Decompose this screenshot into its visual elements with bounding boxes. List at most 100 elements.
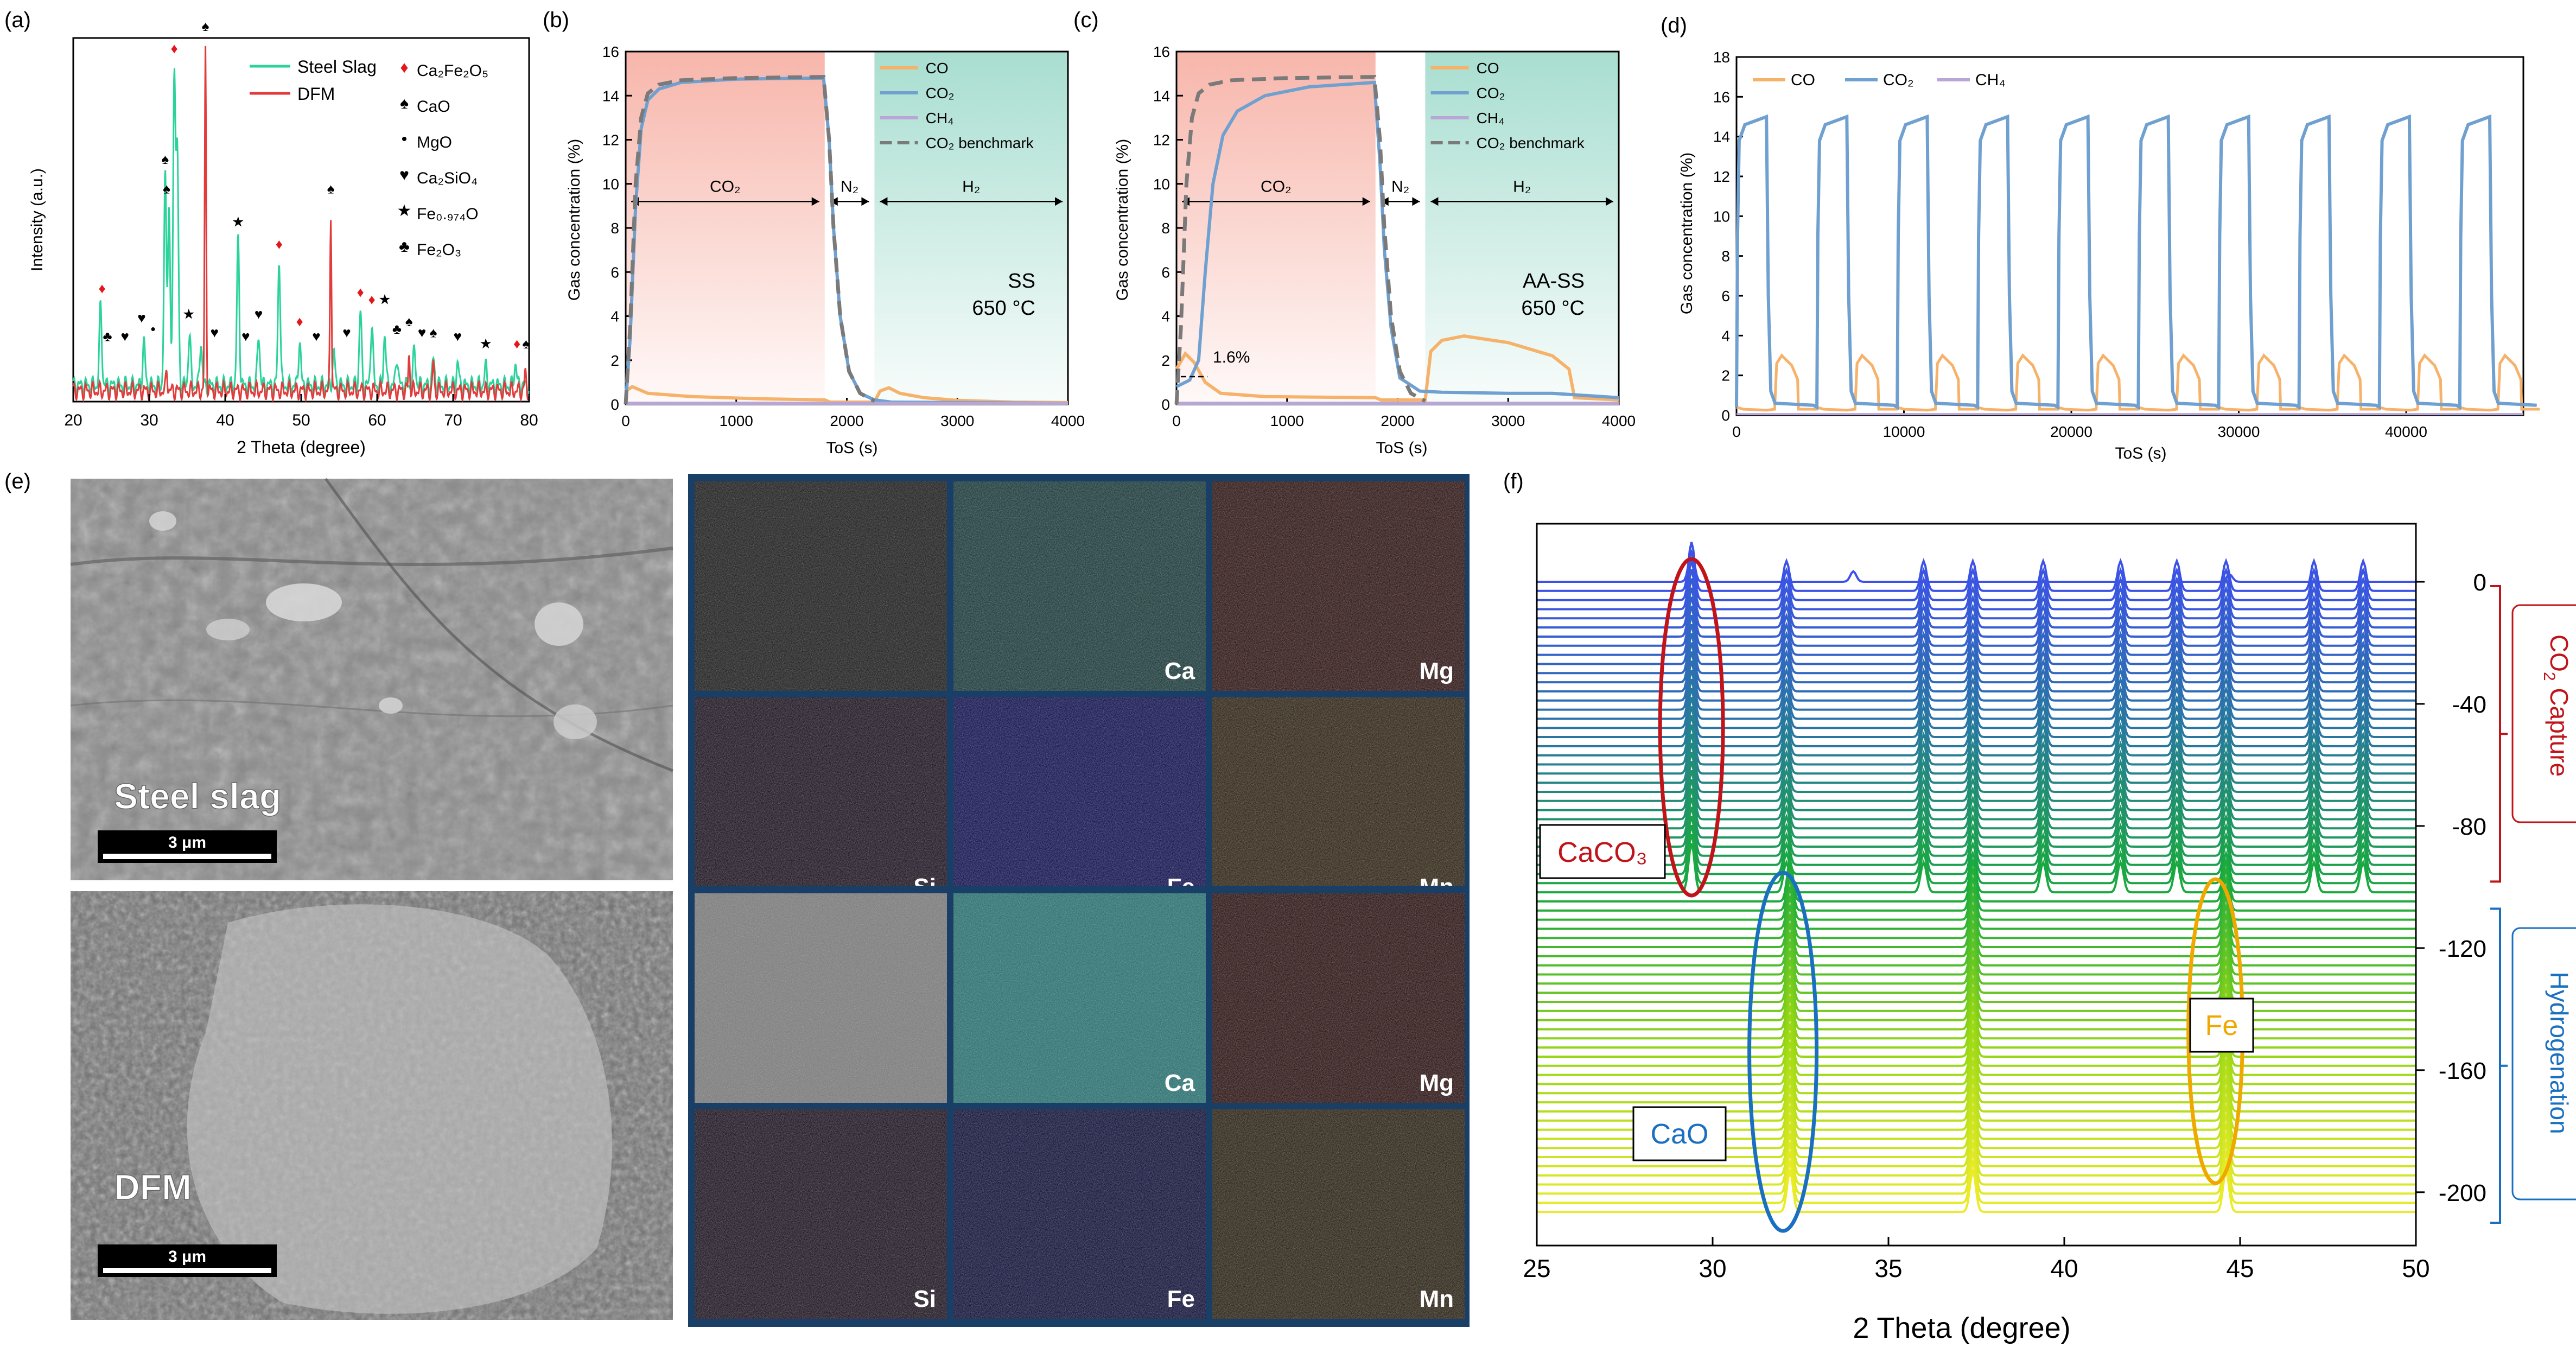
xrd-trace <box>1537 1002 2416 1049</box>
region-label: H₂ <box>1513 177 1531 195</box>
x-tick-label: 4000 <box>1602 412 1636 429</box>
xrd-trace <box>1537 929 2416 976</box>
x-tick-label: 50 <box>2402 1254 2429 1282</box>
phase-marker: ♥ <box>241 328 250 344</box>
x-tick-label: 50 <box>292 411 310 429</box>
xrd-trace <box>1537 669 2416 720</box>
phase-marker: ♦ <box>296 313 303 329</box>
legend-label: CO₂ benchmark <box>1477 135 1585 151</box>
region-band <box>1176 52 1376 404</box>
eds-map-texture <box>953 697 1206 907</box>
phase-label-fe: Fe <box>2205 1010 2238 1041</box>
phase-marker: ♦ <box>276 236 283 252</box>
scale-label: 3 μm <box>168 834 206 852</box>
y-tick-label: 0 <box>610 396 619 413</box>
eds-map-texture <box>1212 697 1465 907</box>
phase-marker: ♥ <box>312 328 320 344</box>
right-tick-label: -40 <box>2452 691 2486 718</box>
x-tick-label: 20 <box>64 411 82 429</box>
x-axis-label: ToS (s) <box>2115 444 2166 462</box>
phase-marker: ★ <box>480 335 492 352</box>
legend-label-steel-slag: Steel Slag <box>297 57 377 77</box>
phase-marker: ♠ <box>522 335 530 352</box>
phase-marker: ♦ <box>513 335 520 352</box>
x-axis-label: 2 Theta (degree) <box>237 437 366 457</box>
eds-element-label: Ca <box>1165 1070 1195 1096</box>
phase-marker: ♠ <box>430 325 437 341</box>
legend-label: CO₂ benchmark <box>926 135 1034 151</box>
legend-label: CH₄ <box>926 110 954 126</box>
sample-label: SS <box>1008 270 1035 293</box>
y-tick-label: 4 <box>1721 327 1730 344</box>
phase-marker: ♠ <box>405 313 413 329</box>
xrd-trace <box>1537 660 2416 711</box>
legend-phase-label: Ca₂Fe₂O₅ <box>417 62 488 80</box>
phase-marker: ♣ <box>103 328 112 344</box>
region-label: N₂ <box>1391 177 1409 195</box>
phase-marker: ♥ <box>120 328 129 344</box>
y-tick-label: 8 <box>610 220 619 237</box>
x-tick-label: 30 <box>140 411 158 429</box>
xrd-trace <box>1537 614 2416 665</box>
y-tick-label: 10 <box>1713 208 1730 225</box>
xrd-trace <box>1537 893 2416 939</box>
phase-marker: ♠ <box>161 151 169 167</box>
legend-label-dfm: DFM <box>297 84 335 104</box>
eds-element-label: Mg <box>1419 658 1454 684</box>
panel-label-f: (f) <box>1503 469 1524 493</box>
eds-element-label: Mg <box>1419 1070 1454 1096</box>
eds-map-grid: CaMgSiFeMnCaMgSiFeMn <box>688 474 1470 1327</box>
xrd-trace <box>1537 866 2416 912</box>
arrow-head <box>1430 197 1439 206</box>
x-axis-label: ToS (s) <box>826 439 877 457</box>
xrd-trace <box>1537 993 2416 1040</box>
x-tick-label: 3000 <box>940 412 974 429</box>
y-tick-label: 10 <box>602 176 619 193</box>
xrd-trace <box>1537 884 2416 930</box>
y-tick-label: 12 <box>1713 168 1730 185</box>
y-tick-label: 6 <box>1161 264 1170 281</box>
xrd-trace <box>1537 606 2416 656</box>
phase-marker: ♦ <box>171 40 178 56</box>
xrd-trace <box>1537 706 2416 757</box>
eds-map-texture <box>953 893 1206 1103</box>
right-tick-label: -120 <box>2439 936 2486 962</box>
region-bracket <box>2490 585 2508 883</box>
xrd-trace <box>1537 984 2416 1031</box>
eds-map-texture <box>695 481 947 691</box>
y-tick-label: 16 <box>602 43 619 60</box>
x-tick-label: 3000 <box>1491 412 1525 429</box>
phase-label-caco3: CaCO₃ <box>1557 837 1648 868</box>
eds-map-texture <box>695 697 947 907</box>
x-tick-label: 0 <box>621 412 630 429</box>
x-axis-label: ToS (s) <box>1376 439 1427 457</box>
label-box-caco3 <box>1539 824 1666 879</box>
panel-label-d: (d) <box>1661 14 1687 37</box>
phase-label-cao: CaO <box>1651 1119 1709 1150</box>
y-tick-label: 18 <box>1713 49 1730 66</box>
eds-map-texture <box>953 481 1206 691</box>
phase-marker: ★ <box>378 291 391 307</box>
sem-sample-label: Steel slag <box>114 776 281 816</box>
x-tick-label: 60 <box>368 411 386 429</box>
y-tick-label: 8 <box>1161 220 1170 237</box>
panel-label-e: (e) <box>4 469 31 493</box>
phase-marker: ♥ <box>211 325 219 341</box>
y-tick-label: 0 <box>1161 396 1170 413</box>
eds-map-texture <box>695 1109 947 1319</box>
label-box-fe <box>2189 998 2254 1053</box>
phase-marker: ♣ <box>392 321 402 337</box>
sem-image-steel-slag: Steel slag 3 μm <box>70 478 673 880</box>
xrd-trace <box>1537 770 2416 821</box>
legend-label: CO₂ <box>1883 71 1914 89</box>
legend-label: CO <box>1791 71 1815 89</box>
x-tick-label: 1000 <box>1270 412 1304 429</box>
xrd-trace <box>1537 742 2416 793</box>
label-box-cao <box>1632 1106 1727 1161</box>
arrow-head <box>811 197 819 206</box>
phase-marker: ★ <box>182 306 195 322</box>
xrd-trace <box>1537 569 2416 620</box>
series-line <box>1174 75 1427 405</box>
eds-element-label: Ca <box>1165 658 1195 684</box>
xrd-trace <box>1537 1167 2416 1213</box>
